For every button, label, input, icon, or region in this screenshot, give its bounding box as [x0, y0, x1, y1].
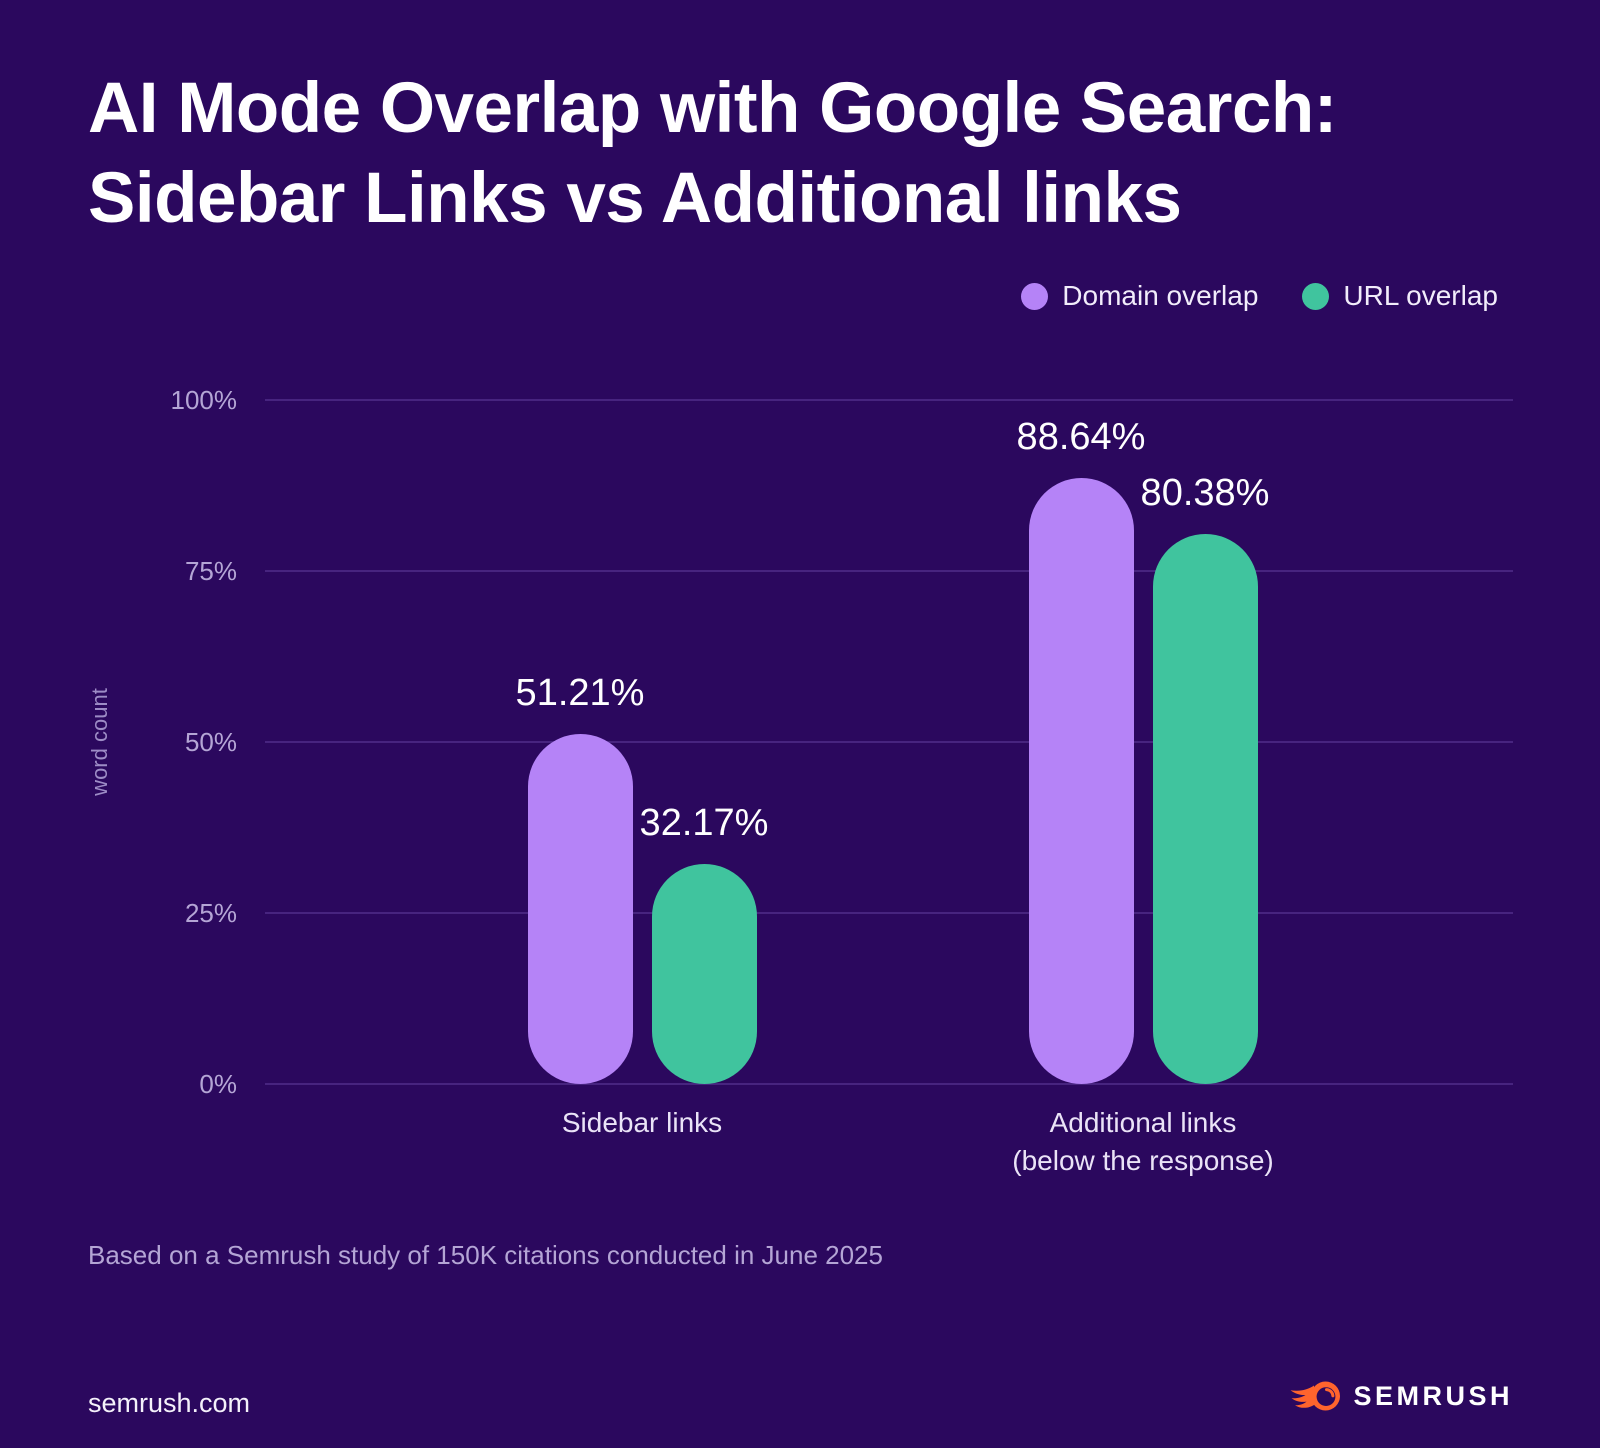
bar-url-overlap — [1152, 534, 1258, 1084]
page-title: AI Mode Overlap with Google Search: Side… — [88, 64, 1337, 244]
legend: Domain overlap URL overlap — [1021, 280, 1498, 312]
legend-item-url-overlap: URL overlap — [1302, 280, 1498, 312]
y-tick-label: 0% — [199, 1069, 237, 1099]
bar-value-label: 51.21% — [515, 671, 645, 714]
category-label: Sidebar links — [562, 1104, 722, 1142]
plot-area: 51.21% 88.64% 32.17% 80.38% — [265, 399, 1513, 1085]
y-tick-label: 50% — [184, 727, 237, 757]
legend-label: URL overlap — [1343, 280, 1498, 311]
y-axis-title: word count — [87, 688, 112, 796]
brand-wordmark: SEMRUSH — [1353, 1380, 1513, 1411]
gridline — [265, 912, 1513, 914]
legend-item-domain-overlap: Domain overlap — [1021, 280, 1258, 312]
bar-value-label: 88.64% — [1016, 415, 1146, 458]
bar-domain-overlap — [527, 733, 633, 1084]
footnote: Based on a Semrush study of 150K citatio… — [88, 1240, 883, 1270]
legend-dot-icon — [1021, 282, 1049, 310]
bar-domain-overlap — [1028, 477, 1134, 1084]
legend-label: Domain overlap — [1062, 280, 1259, 311]
category-label-line: Sidebar links — [561, 1107, 723, 1138]
bar-value-label: 32.17% — [639, 801, 769, 844]
bar-url-overlap — [651, 863, 757, 1084]
y-tick-label: 100% — [170, 385, 238, 415]
gridline — [265, 570, 1513, 572]
page-title-line1: AI Mode Overlap with Google Search: — [88, 69, 1337, 148]
semrush-flame-icon — [1290, 1381, 1341, 1411]
bar-value-label: 80.38% — [1140, 472, 1270, 515]
y-tick-label: 75% — [184, 556, 237, 586]
y-tick-label: 25% — [184, 898, 237, 928]
site-url: semrush.com — [88, 1388, 251, 1418]
legend-dot-icon — [1302, 282, 1330, 310]
category-label: Additional links (below the response) — [1012, 1104, 1273, 1180]
brand-logo: SEMRUSH — [1289, 1378, 1513, 1414]
page-title-line2: Sidebar Links vs Additional links — [88, 159, 1182, 238]
gridline — [265, 1083, 1513, 1085]
category-label-line: Additional links — [1049, 1107, 1237, 1138]
gridline — [265, 741, 1513, 743]
category-label-line: (below the response) — [1012, 1145, 1274, 1176]
gridline — [265, 399, 1513, 401]
